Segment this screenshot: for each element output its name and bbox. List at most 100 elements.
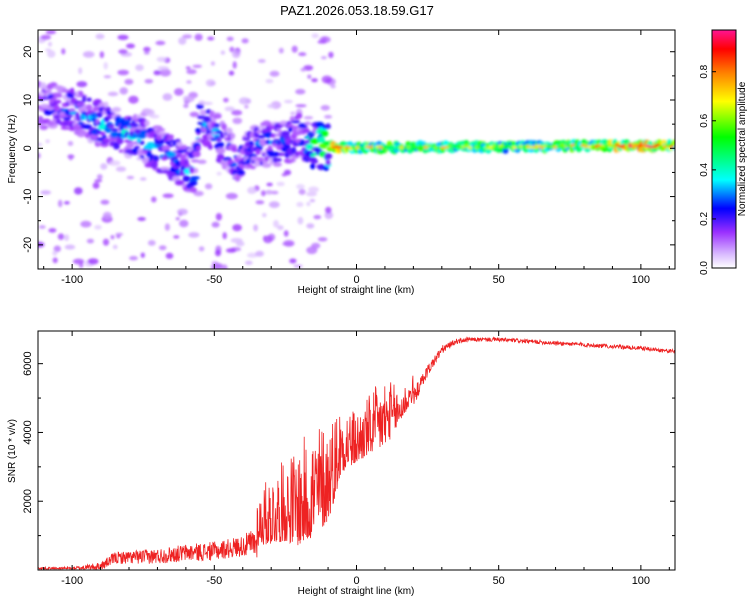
spectrogram-cell: [103, 75, 112, 79]
spectrogram-cell: [301, 128, 311, 133]
spectrogram-cell: [293, 264, 303, 268]
spectrogram-cell: [174, 88, 184, 96]
spectrogram-cell: [285, 137, 293, 145]
spectrogram-cell: [144, 119, 150, 127]
spectrogram-cell: [192, 64, 202, 68]
spectrogram-cell: [199, 109, 208, 116]
spectrogram-cell: [216, 142, 225, 146]
spectrogram-cell: [320, 56, 327, 60]
figure-title: PAZ1.2026.053.18.59.G17: [280, 3, 434, 18]
spectrogram-cell: [311, 33, 319, 39]
spectrogram-cell: [392, 146, 398, 150]
spectrogram-cell: [306, 201, 311, 207]
spectrogram-cell: [501, 145, 507, 149]
spectrogram-cell: [265, 78, 274, 84]
spectrogram-cell: [283, 240, 295, 247]
spectrogram-cell: [226, 36, 234, 42]
spectrogram-cell: [173, 235, 180, 239]
spectrogram-cell: [153, 70, 162, 76]
spectrogram-cell: [211, 221, 220, 228]
spectrogram-cell: [267, 104, 276, 109]
spectrogram-cell: [262, 162, 272, 168]
spectrogram-cell: [109, 131, 120, 138]
spectrogram-cell: [134, 145, 140, 149]
spectrogram-cell: [284, 99, 293, 104]
spectrogram-cell: [207, 144, 213, 150]
spectrogram-cell: [162, 93, 173, 101]
spectrogram-cell: [110, 128, 120, 132]
spectrogram-cell: [100, 163, 108, 170]
spectrogram-cell: [99, 51, 105, 59]
spectrogram-cell: [87, 258, 99, 265]
spectrogram-cell: [260, 141, 266, 146]
spectrogram-cell: [182, 34, 193, 39]
spectrogram-cell: [261, 190, 266, 197]
spectrogram-cell: [577, 145, 582, 149]
spectrogram-cell: [155, 40, 166, 46]
spectrogram-cell: [311, 78, 318, 83]
spectrogram-cell: [98, 106, 104, 113]
spectrogram-cell: [255, 148, 261, 155]
spectrogram-cell: [258, 125, 265, 130]
spectrogram-cell: [72, 258, 85, 265]
spectrogram-cell: [89, 133, 99, 140]
spectrogram-x-tick-label: 50: [493, 274, 505, 286]
spectrogram-cell: [189, 180, 198, 186]
colorbar-ticks: 0.0 0.2 0.4 0.6 0.8: [699, 64, 716, 275]
spectrogram-cell: [295, 88, 306, 95]
spectrogram-cell: [265, 189, 273, 195]
spectrogram-cell: [45, 30, 57, 35]
spectrogram-cell: [263, 131, 273, 138]
spectrogram-cell: [257, 59, 266, 63]
spectrogram-cell: [150, 161, 158, 169]
spectrogram-cell: [68, 154, 73, 161]
spectrogram-cell: [247, 252, 258, 258]
spectrogram-cell: [464, 144, 470, 148]
spectrogram-cell: [215, 130, 223, 134]
spectrogram-cell: [38, 225, 46, 229]
spectrogram-cell: [505, 144, 511, 148]
spectrogram-cell: [194, 33, 203, 41]
spectrogram-cell: [213, 123, 221, 127]
spectrogram-cell: [232, 224, 242, 232]
spectrogram-cell: [197, 159, 207, 164]
spectrogram-cell: [228, 70, 235, 76]
spectrogram-cell: [244, 104, 249, 109]
spectrogram-cell: [291, 45, 298, 53]
colorbar-tick-label: 0.8: [699, 64, 710, 78]
spectrogram-cell: [204, 183, 213, 190]
spectrogram-heatmap: [38, 30, 675, 269]
spectrogram-cell: [539, 146, 545, 149]
spectrogram-cell: [297, 216, 304, 225]
spectrogram-cell: [60, 126, 70, 130]
spectrogram-cell: [281, 173, 287, 177]
spectrogram-cell: [307, 74, 312, 79]
spectrogram-cell: [289, 158, 295, 162]
spectrogram-cell: [189, 111, 199, 118]
spectrogram-x-tick-label: -50: [206, 274, 222, 286]
spectrogram-cell: [423, 146, 429, 149]
spectrogram-cell: [94, 225, 102, 230]
spectrogram-cell: [186, 80, 192, 84]
spectrogram-cell: [212, 114, 222, 119]
spectrogram-cell: [273, 220, 279, 228]
spectrogram-cell: [126, 43, 135, 49]
spectrogram-cell: [115, 232, 124, 236]
spectrogram-cell: [269, 70, 280, 77]
spectrogram-cell: [153, 155, 158, 161]
spectrogram-cell: [119, 87, 128, 95]
spectrogram-cell: [278, 152, 286, 156]
spectrogram-cell: [652, 145, 657, 149]
spectrogram-cell: [174, 179, 185, 186]
colorbar-tick-label: 0.0: [699, 261, 710, 275]
spectrogram-cell: [229, 46, 235, 53]
snr-y-tick-label: 4000: [22, 420, 34, 444]
spectrogram-cell: [137, 217, 146, 221]
spectrogram-cell: [249, 140, 254, 146]
spectrogram-cell: [45, 139, 50, 143]
spectrogram-cell: [655, 143, 661, 147]
spectrogram-cell: [310, 153, 316, 157]
spectrogram-cell: [324, 211, 334, 220]
spectrogram-cell: [247, 186, 257, 194]
snr-y-tick-label: 6000: [22, 351, 34, 375]
